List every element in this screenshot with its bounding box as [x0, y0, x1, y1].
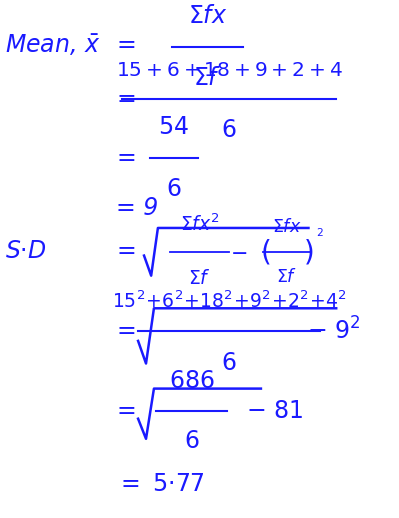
Text: $(\ $: $(\ $: [260, 238, 270, 267]
Text: $\Sigma f$: $\Sigma f$: [276, 268, 297, 286]
Text: = 9: = 9: [116, 196, 158, 220]
Text: =: =: [116, 319, 136, 343]
Text: $54$: $54$: [158, 114, 189, 139]
Text: $)$: $)$: [303, 238, 314, 267]
Text: $= \ 5{\cdot}77$: $= \ 5{\cdot}77$: [116, 472, 205, 496]
Text: $- \ 81$: $- \ 81$: [246, 399, 303, 423]
Text: $\Sigma fx$: $\Sigma fx$: [272, 218, 301, 236]
Text: $6$: $6$: [166, 177, 182, 201]
Text: $6$: $6$: [221, 118, 237, 142]
Text: $-$: $-$: [231, 242, 248, 262]
Text: $\Sigma fx^2$: $\Sigma fx^2$: [180, 214, 219, 236]
Text: $\Sigma f$: $\Sigma f$: [193, 66, 221, 90]
Text: $686$: $686$: [169, 369, 214, 393]
Text: =: =: [116, 146, 136, 170]
Text: =: =: [116, 239, 136, 263]
Text: $- \ 9^2$: $- \ 9^2$: [307, 317, 361, 344]
Text: $15^2\!+\!6^2\!+\!18^2\!+\!9^2\!+\!2^2\!+\!4^2$: $15^2\!+\!6^2\!+\!18^2\!+\!9^2\!+\!2^2\!…: [112, 290, 347, 312]
Text: $S{\cdot}D$: $S{\cdot}D$: [5, 239, 47, 263]
Text: $^2$: $^2$: [316, 229, 324, 244]
Text: $6$: $6$: [221, 351, 237, 375]
Text: Mean, $\bar{x}$: Mean, $\bar{x}$: [5, 32, 101, 57]
Text: =: =: [116, 87, 136, 111]
Text: $15+6+18+9+2+4$: $15+6+18+9+2+4$: [116, 61, 343, 80]
Text: $\Sigma fx$: $\Sigma fx$: [188, 4, 227, 28]
Text: =: =: [116, 33, 136, 57]
Text: $\Sigma f$: $\Sigma f$: [188, 269, 211, 287]
Text: $6$: $6$: [184, 429, 200, 453]
Text: =: =: [116, 399, 136, 423]
